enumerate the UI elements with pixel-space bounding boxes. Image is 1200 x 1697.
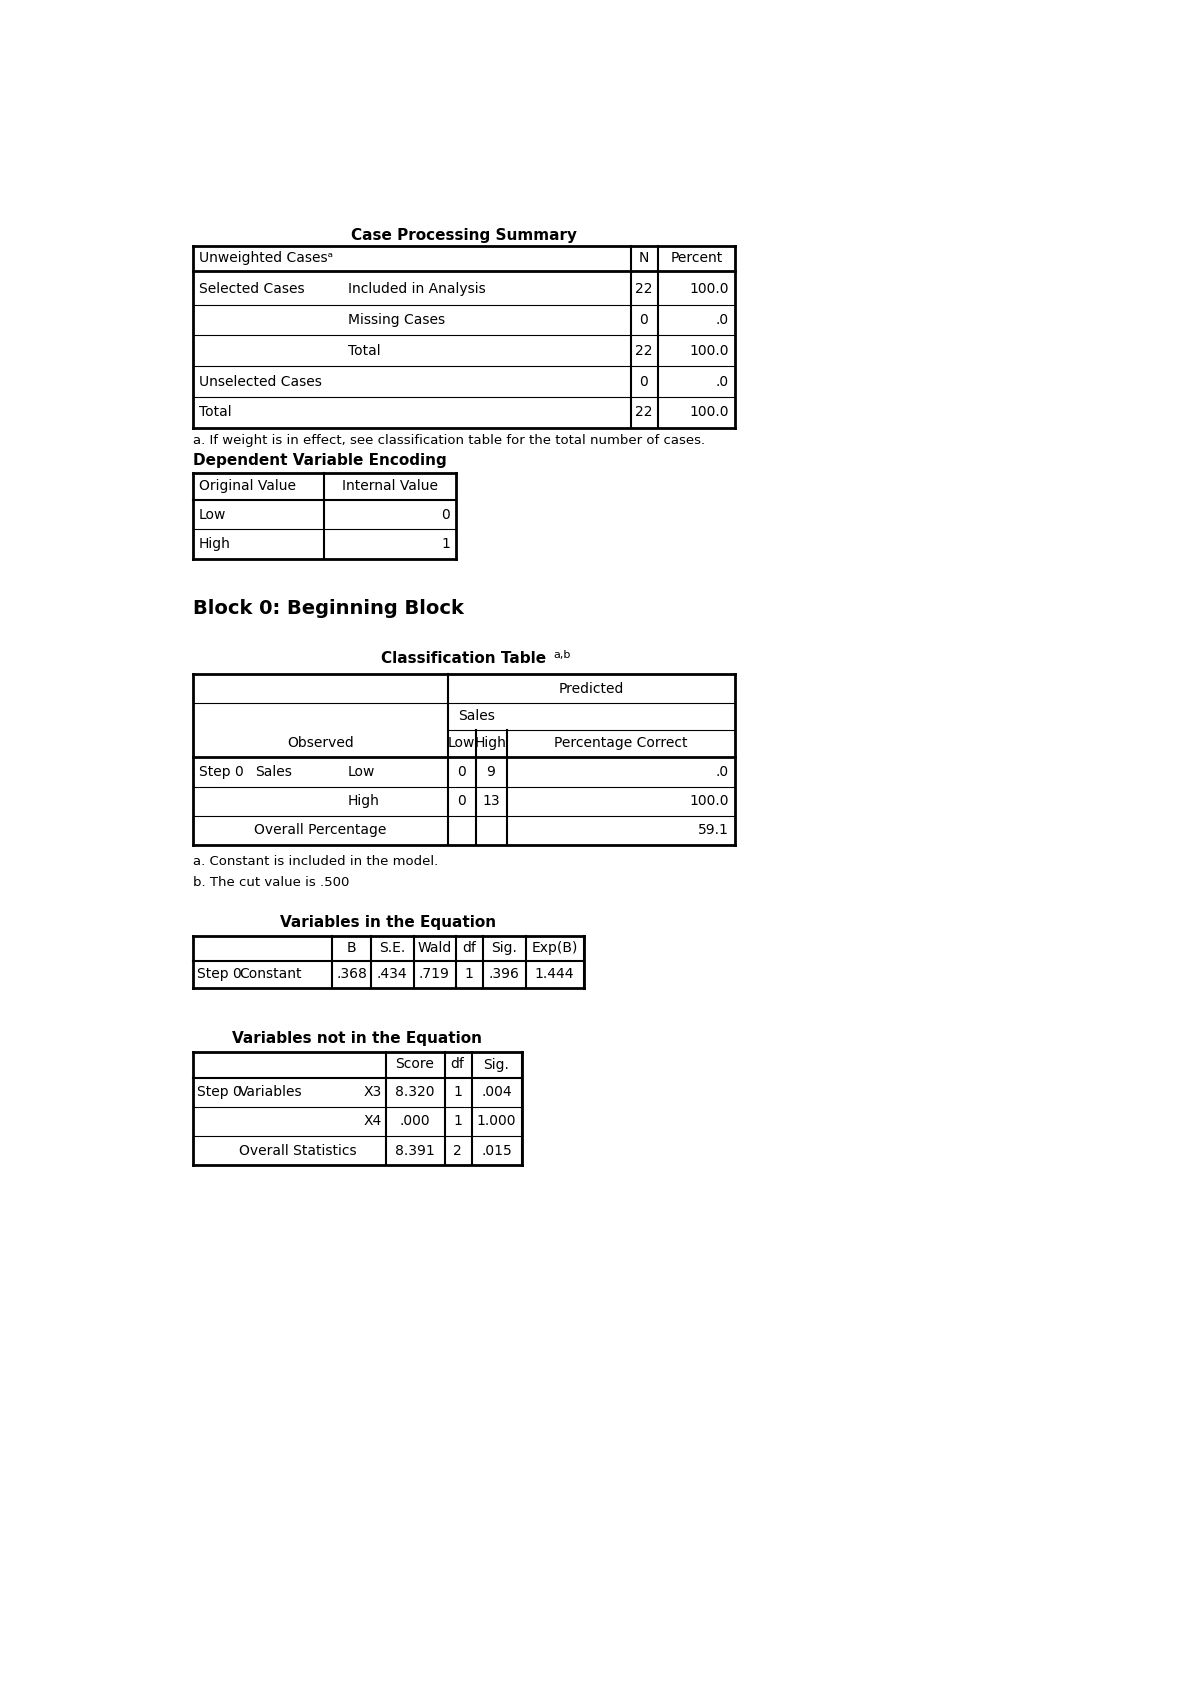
Text: 0: 0: [640, 375, 648, 389]
Text: 1: 1: [464, 967, 474, 981]
Text: b. The cut value is .500: b. The cut value is .500: [193, 876, 349, 889]
Text: 9: 9: [486, 765, 496, 779]
Text: a,b: a,b: [553, 650, 570, 660]
Text: .719: .719: [419, 967, 450, 981]
Text: High: High: [348, 794, 379, 808]
Text: Sales: Sales: [254, 765, 292, 779]
Text: 100.0: 100.0: [690, 794, 728, 808]
Text: B: B: [347, 942, 356, 955]
Text: High: High: [475, 736, 506, 750]
Text: Classification Table: Classification Table: [382, 652, 546, 667]
Text: 1.000: 1.000: [476, 1115, 516, 1129]
Text: .0: .0: [716, 312, 728, 328]
Text: Percent: Percent: [671, 251, 722, 265]
Text: Sales: Sales: [458, 709, 496, 723]
Text: 13: 13: [482, 794, 500, 808]
Text: 1: 1: [454, 1115, 462, 1129]
Text: Low: Low: [348, 765, 374, 779]
Text: df: df: [462, 942, 476, 955]
Text: 1: 1: [442, 536, 450, 552]
Text: Constant: Constant: [239, 967, 301, 981]
Text: Unweighted Casesᵃ: Unweighted Casesᵃ: [199, 251, 332, 265]
Text: X3: X3: [364, 1084, 382, 1100]
Text: Score: Score: [396, 1057, 434, 1071]
Text: Included in Analysis: Included in Analysis: [348, 282, 485, 295]
Text: 22: 22: [635, 282, 653, 295]
Text: Variables in the Equation: Variables in the Equation: [280, 915, 496, 930]
Text: Low: Low: [448, 736, 475, 750]
Text: 0: 0: [457, 794, 466, 808]
Text: Percentage Correct: Percentage Correct: [553, 736, 688, 750]
Text: 2: 2: [454, 1144, 462, 1157]
Text: 8.320: 8.320: [395, 1084, 434, 1100]
Text: Internal Value: Internal Value: [342, 479, 438, 494]
Text: 22: 22: [635, 344, 653, 358]
Text: Sig.: Sig.: [484, 1057, 509, 1071]
Text: .000: .000: [400, 1115, 431, 1129]
Text: Variables not in the Equation: Variables not in the Equation: [232, 1030, 482, 1045]
Text: Dependent Variable Encoding: Dependent Variable Encoding: [193, 453, 446, 468]
Text: S.E.: S.E.: [379, 942, 404, 955]
Text: 0: 0: [442, 507, 450, 521]
Text: Selected Cases: Selected Cases: [199, 282, 305, 295]
Text: 100.0: 100.0: [690, 344, 728, 358]
Text: Total: Total: [199, 406, 232, 419]
Text: Wald: Wald: [418, 942, 451, 955]
Text: Variables: Variables: [239, 1084, 302, 1100]
Text: df: df: [451, 1057, 464, 1071]
Text: Overall Percentage: Overall Percentage: [254, 823, 386, 837]
Text: .004: .004: [481, 1084, 511, 1100]
Text: Overall Statistics: Overall Statistics: [239, 1144, 356, 1157]
Text: .0: .0: [716, 765, 728, 779]
Text: Predicted: Predicted: [559, 682, 624, 696]
Text: 1: 1: [454, 1084, 462, 1100]
Text: 100.0: 100.0: [690, 406, 728, 419]
Text: Step 0: Step 0: [197, 1084, 242, 1100]
Text: 59.1: 59.1: [698, 823, 728, 837]
Text: Step 0: Step 0: [199, 765, 244, 779]
Text: Original Value: Original Value: [199, 479, 296, 494]
Text: .0: .0: [716, 375, 728, 389]
Text: 0: 0: [457, 765, 466, 779]
Text: 100.0: 100.0: [690, 282, 728, 295]
Text: Exp(B): Exp(B): [532, 942, 577, 955]
Text: Unselected Cases: Unselected Cases: [199, 375, 322, 389]
Text: Step 0: Step 0: [197, 967, 242, 981]
Text: Sig.: Sig.: [491, 942, 517, 955]
Text: Low: Low: [199, 507, 226, 521]
Text: .434: .434: [377, 967, 407, 981]
Text: Block 0: Beginning Block: Block 0: Beginning Block: [193, 599, 463, 618]
Text: 22: 22: [635, 406, 653, 419]
Text: X4: X4: [364, 1115, 382, 1129]
Text: 1.444: 1.444: [535, 967, 575, 981]
Text: a. If weight is in effect, see classification table for the total number of case: a. If weight is in effect, see classific…: [193, 434, 704, 448]
Text: 0: 0: [640, 312, 648, 328]
Text: High: High: [199, 536, 230, 552]
Text: Case Processing Summary: Case Processing Summary: [350, 229, 577, 243]
Text: a. Constant is included in the model.: a. Constant is included in the model.: [193, 855, 438, 869]
Text: .368: .368: [336, 967, 367, 981]
Text: Missing Cases: Missing Cases: [348, 312, 445, 328]
Text: 8.391: 8.391: [395, 1144, 434, 1157]
Text: .396: .396: [488, 967, 520, 981]
Text: .015: .015: [481, 1144, 512, 1157]
Text: Observed: Observed: [287, 736, 354, 750]
Text: N: N: [638, 251, 649, 265]
Text: Total: Total: [348, 344, 380, 358]
